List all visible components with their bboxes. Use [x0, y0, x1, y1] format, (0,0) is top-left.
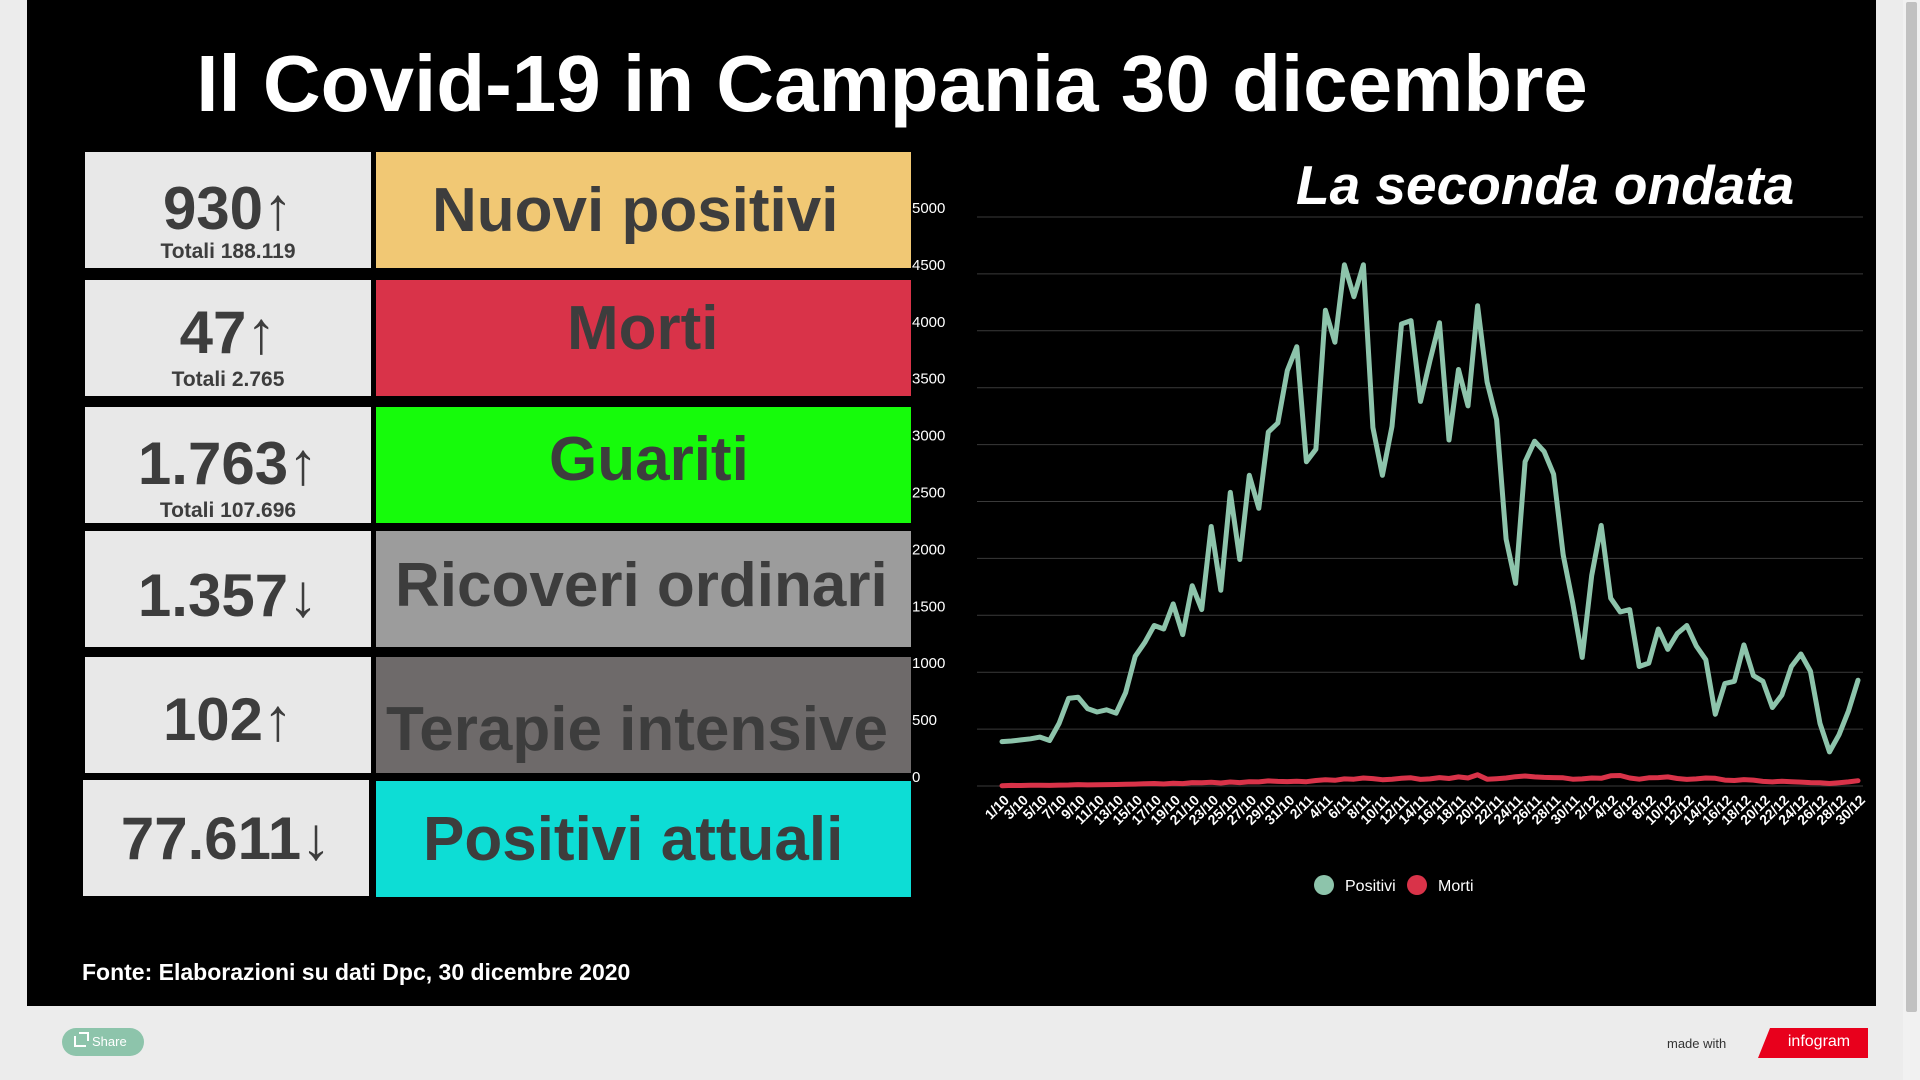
legend-label: Positivi: [1345, 878, 1396, 895]
share-button[interactable]: Share: [62, 1028, 144, 1056]
stat-label-text: Positivi attuali: [423, 805, 844, 874]
share-icon: [74, 1032, 89, 1047]
stat-label-text: Nuovi positivi: [432, 176, 839, 245]
stat-value: 1.357↓: [137, 562, 319, 629]
stat-value-box-morti: 47↑ Totali 2.765: [85, 280, 371, 396]
stat-label-ricoveri: Ricoveri ordinari: [376, 531, 911, 647]
stat-value: 1.763↑: [137, 430, 319, 497]
infographic: Il Covid-19 in Campania 30 dicembre 930↑…: [27, 0, 1876, 1006]
legend-label: Morti: [1438, 878, 1474, 895]
stat-label-positivi-attuali: Positivi attuali: [376, 781, 911, 897]
y-tick-label: 4500: [912, 257, 945, 274]
stat-label-text: Terapie intensive: [386, 695, 888, 764]
stat-value: 102↑: [162, 686, 294, 753]
stat-value-box-terapie: 102↑: [85, 657, 371, 773]
stat-value-box-positivi-attuali: 77.611↓: [83, 780, 369, 896]
y-tick-label: 500: [912, 712, 937, 729]
legend-marker: [1407, 875, 1427, 895]
made-with-text: made with: [1667, 1036, 1727, 1051]
y-tick-label: 5000: [912, 200, 945, 217]
stat-value-box-nuovi-positivi: 930↑ Totali 188.119: [85, 152, 371, 268]
page-margin-left: [0, 0, 27, 1080]
brand-name: infogram: [1787, 1033, 1851, 1050]
y-tick-label: 0: [912, 769, 920, 786]
stat-value: 47↑: [179, 299, 277, 366]
stat-label-nuovi-positivi: Nuovi positivi: [376, 152, 911, 268]
stat-total: Totali 2.765: [171, 368, 285, 391]
line-chart: 0 500 1000 1500 2000 2500 3000 3500 4000 4500 5000…: [912, 200, 1868, 895]
footer-bar: Share made with infogram: [27, 1006, 1876, 1080]
stat-label-terapie: Terapie intensive: [376, 657, 911, 773]
stat-label-guariti: Guariti: [376, 407, 911, 523]
stat-value-box-ricoveri: 1.357↓: [85, 531, 371, 647]
series-line-morti: [999, 772, 1861, 789]
chart-title: La seconda ondata: [1296, 154, 1795, 216]
stat-value: 77.611↓: [120, 805, 332, 872]
source-note: Fonte: Elaborazioni su dati Dpc, 30 dice…: [82, 959, 631, 985]
stat-total: Totali 107.696: [159, 499, 297, 522]
y-tick-label: 4000: [912, 314, 945, 331]
stat-total: Totali 188.119: [160, 240, 296, 263]
y-tick-label: 3000: [912, 428, 945, 445]
legend-marker: [1314, 875, 1334, 895]
y-tick-label: 2000: [912, 541, 945, 558]
stat-label-morti: Morti: [376, 280, 911, 396]
stat-label-text: Ricoveri ordinari: [395, 551, 888, 620]
page-title: Il Covid-19 in Campania 30 dicembre: [196, 39, 1588, 128]
scrollbar-thumb[interactable]: [1906, 2, 1917, 1012]
y-tick-label: 1500: [912, 598, 945, 615]
series-line-positivi: [999, 262, 1861, 755]
stat-label-text: Morti: [567, 294, 719, 363]
y-tick-label: 1000: [912, 655, 945, 672]
y-tick-label: 3500: [912, 371, 945, 388]
y-tick-label: 2500: [912, 485, 945, 502]
stat-label-text: Guariti: [549, 425, 749, 494]
page-margin-right: [1876, 0, 1903, 1080]
infogram-logo[interactable]: infogram: [1758, 1028, 1868, 1058]
share-label: Share: [92, 1034, 127, 1049]
stat-value: 930↑: [162, 175, 294, 242]
stat-value-box-guariti: 1.763↑ Totali 107.696: [85, 407, 371, 523]
